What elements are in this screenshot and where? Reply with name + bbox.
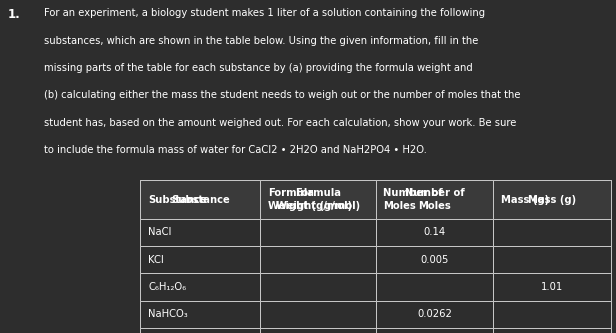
- Text: Number of
Moles: Number of Moles: [383, 188, 443, 211]
- Text: NaCl: NaCl: [148, 227, 172, 237]
- Bar: [493, 180, 611, 219]
- Bar: [261, 273, 376, 301]
- Bar: [261, 180, 376, 219]
- Text: Formula
Weight (g/mol): Formula Weight (g/mol): [268, 188, 352, 211]
- Bar: [376, 180, 493, 219]
- Bar: [261, 246, 376, 273]
- Text: Number of
Moles: Number of Moles: [405, 188, 464, 211]
- Bar: [140, 180, 261, 219]
- Text: NaHCO₃: NaHCO₃: [148, 309, 188, 319]
- Text: substances, which are shown in the table below. Using the given information, fil: substances, which are shown in the table…: [44, 36, 479, 46]
- Bar: [140, 246, 261, 273]
- Text: Mass (g): Mass (g): [501, 194, 549, 205]
- Bar: [140, 219, 261, 246]
- Bar: [261, 328, 376, 333]
- Text: 1.01: 1.01: [541, 282, 564, 292]
- Bar: [140, 328, 261, 333]
- Text: For an experiment, a biology student makes 1 liter of a solution containing the : For an experiment, a biology student mak…: [44, 8, 485, 18]
- Bar: [376, 328, 493, 333]
- Text: 1.: 1.: [7, 8, 20, 21]
- Bar: [376, 301, 493, 328]
- Text: 0.14: 0.14: [424, 227, 445, 237]
- Text: to include the formula mass of water for CaCl2 • 2H2O and NaH2PO4 • H2O.: to include the formula mass of water for…: [44, 145, 428, 155]
- Bar: [493, 219, 611, 246]
- Text: (b) calculating either the mass the student needs to weigh out or the number of : (b) calculating either the mass the stud…: [44, 90, 521, 100]
- Text: Substance: Substance: [171, 194, 230, 205]
- Bar: [140, 273, 261, 301]
- Bar: [261, 219, 376, 246]
- Bar: [376, 219, 493, 246]
- Text: Formula
Weight (g/mol): Formula Weight (g/mol): [276, 188, 360, 211]
- Bar: [493, 246, 611, 273]
- Bar: [493, 328, 611, 333]
- Text: 0.005: 0.005: [420, 255, 449, 265]
- Bar: [261, 180, 376, 219]
- Bar: [140, 180, 261, 219]
- Bar: [493, 301, 611, 328]
- Text: Mass (g): Mass (g): [528, 194, 577, 205]
- Text: KCl: KCl: [148, 255, 164, 265]
- Bar: [493, 180, 611, 219]
- Bar: [493, 273, 611, 301]
- Bar: [140, 301, 261, 328]
- Text: student has, based on the amount weighed out. For each calculation, show your wo: student has, based on the amount weighed…: [44, 118, 517, 128]
- Text: C₆H₁₂O₆: C₆H₁₂O₆: [148, 282, 187, 292]
- Text: Substance: Substance: [148, 194, 206, 205]
- Bar: [261, 301, 376, 328]
- Text: 0.0262: 0.0262: [417, 309, 452, 319]
- Text: missing parts of the table for each substance by (a) providing the formula weigh: missing parts of the table for each subs…: [44, 63, 473, 73]
- Bar: [376, 273, 493, 301]
- Bar: [376, 180, 493, 219]
- Bar: [376, 246, 493, 273]
